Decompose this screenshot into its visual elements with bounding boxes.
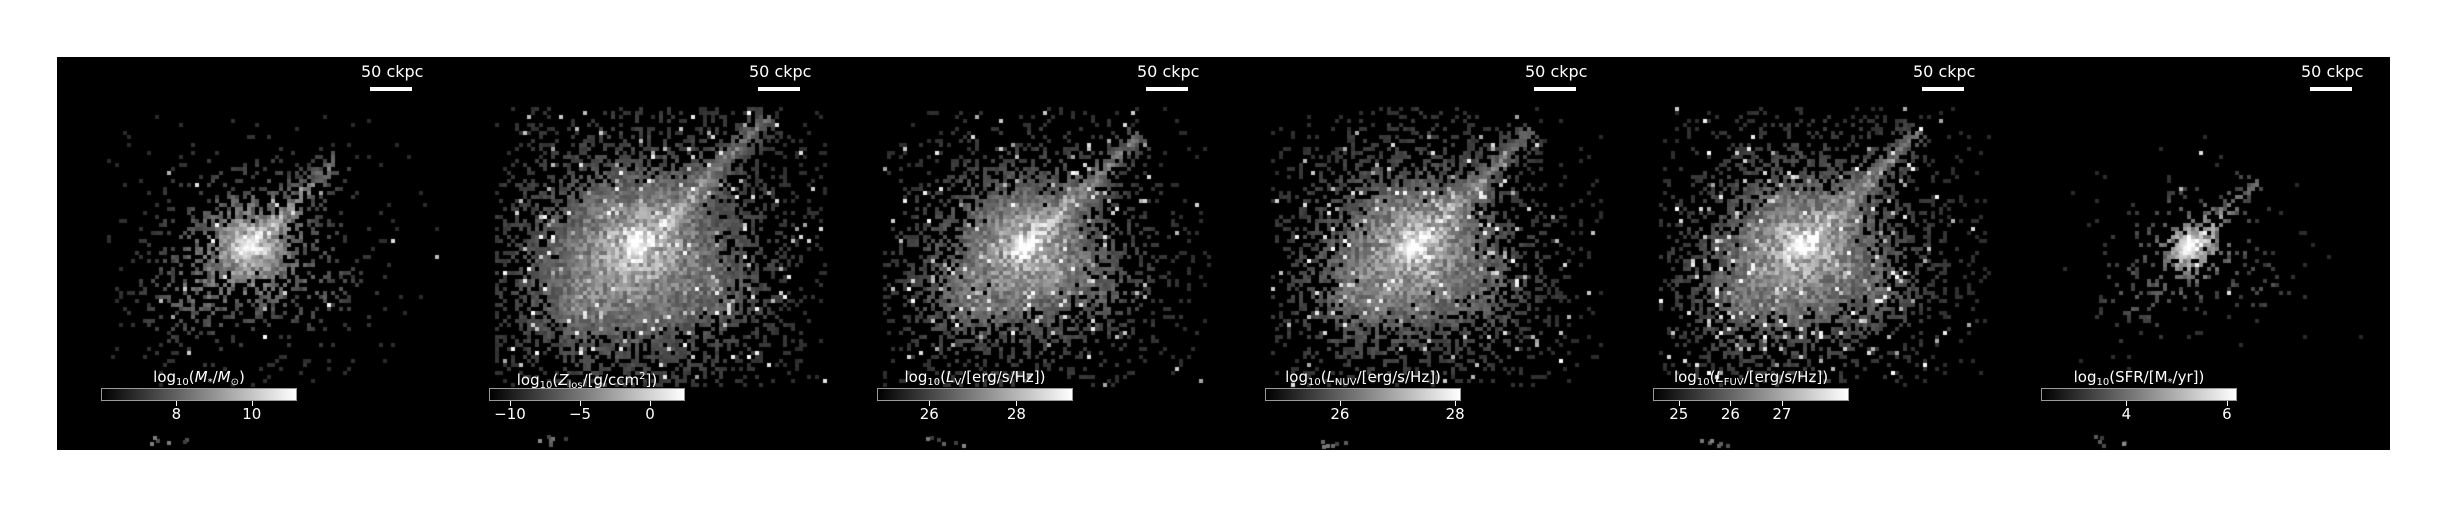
scale-bar-label: 50 ckpc [1913, 62, 1976, 81]
colorbar-tick-label: 10 [242, 405, 262, 423]
colorbar-label: log10(Zlos/[g/ccm2]) [516, 371, 658, 391]
scale-bar-label: 50 ckpc [1137, 62, 1200, 81]
scale-bar-line [1922, 87, 1964, 91]
colorbar-label: log10(LV/[erg/s/Hz]) [904, 368, 1046, 388]
colorbar-tick-label: 6 [2222, 405, 2232, 423]
scale-bar: 50 ckpc [1525, 62, 1588, 91]
scale-bar-line [1146, 87, 1188, 91]
colorbar: log10(LNUV/[erg/s/Hz]) 26 28 [1265, 367, 1465, 423]
sfr-map [1997, 57, 2385, 450]
stellar-mass-map [57, 57, 445, 450]
colorbar-tick-label: −5 [568, 405, 592, 423]
scale-bar: 50 ckpc [1137, 62, 1200, 91]
panel-lum-fuv: 50 ckpc log10(LFUV/[erg/s/Hz]) 25 26 27 [1609, 57, 1997, 450]
colorbar-gradient [101, 388, 297, 401]
metallicity-map [445, 57, 833, 450]
scale-bar-label: 50 ckpc [361, 62, 424, 81]
colorbar: log10(M*/M⊙) 8 10 [101, 367, 297, 423]
scale-bar-line [758, 87, 800, 91]
colorbar-ticks: −10 −5 0 [489, 401, 685, 423]
colorbar-tick-label: 4 [2121, 405, 2132, 423]
colorbar: log10(LFUV/[erg/s/Hz]) 25 26 27 [1653, 367, 1849, 423]
colorbar-tick-label: 26 [919, 405, 939, 423]
colorbar-ticks: 25 26 27 [1653, 401, 1849, 423]
colorbar-tick-label: −10 [494, 405, 526, 423]
colorbar-ticks: 26 28 [877, 401, 1073, 423]
scale-bar: 50 ckpc [2301, 62, 2364, 91]
scale-bar: 50 ckpc [361, 62, 424, 91]
panel-metallicity: 50 ckpc log10(Zlos/[g/ccm2]) −10 −5 0 [445, 57, 833, 450]
colorbar-label: log10(LFUV/[erg/s/Hz]) [1673, 368, 1829, 388]
lum-fuv-map [1609, 57, 1997, 450]
colorbar-tick-label: 27 [1772, 405, 1792, 423]
scale-bar-line [1534, 87, 1576, 91]
colorbar: log10(LV/[erg/s/Hz]) 26 28 [877, 367, 1073, 423]
scale-bar-label: 50 ckpc [1525, 62, 1588, 81]
colorbar-ticks: 8 10 [101, 401, 297, 423]
colorbar-tick-label: 8 [171, 405, 182, 423]
panel-lum-v: 50 ckpc log10(LV/[erg/s/Hz]) 26 28 [833, 57, 1221, 450]
colorbar-tick-label: 26 [1330, 405, 1350, 423]
image-strip: 50 ckpc log10(M*/M⊙) 8 10 50 ckpc log10(Z… [57, 57, 2390, 450]
panel-lum-nuv: 50 ckpc log10(LNUV/[erg/s/Hz]) 26 28 [1221, 57, 1609, 450]
lum-v-map [833, 57, 1221, 450]
colorbar-label: log10(LNUV/[erg/s/Hz]) [1285, 368, 1441, 388]
colorbar-gradient [1265, 388, 1461, 401]
colorbar-tick-label: 26 [1720, 405, 1740, 423]
scale-bar: 50 ckpc [749, 62, 812, 91]
colorbar: log10(Zlos/[g/ccm2]) −10 −5 0 [489, 367, 685, 423]
colorbar-tick-label: 28 [1006, 405, 1026, 423]
scale-bar-label: 50 ckpc [2301, 62, 2364, 81]
colorbar-gradient [877, 388, 1073, 401]
colorbar-tick-label: 28 [1445, 405, 1465, 423]
scale-bar-line [370, 87, 412, 91]
colorbar-tick-label: 25 [1669, 405, 1689, 423]
colorbar-label: log10(SFR/[M*/yr]) [2073, 368, 2205, 388]
scale-bar-line [2310, 87, 2352, 91]
colorbar-gradient [2041, 388, 2237, 401]
scale-bar-label: 50 ckpc [749, 62, 812, 81]
colorbar-ticks: 26 28 [1265, 401, 1465, 423]
colorbar-label: log10(M*/M⊙) [153, 368, 245, 388]
panel-stellar-mass: 50 ckpc log10(M*/M⊙) 8 10 [57, 57, 445, 450]
colorbar-tick-label: 0 [645, 405, 655, 423]
colorbar-gradient [1653, 388, 1849, 401]
scale-bar: 50 ckpc [1913, 62, 1976, 91]
colorbar-gradient [489, 388, 685, 401]
lum-nuv-map [1221, 57, 1609, 450]
